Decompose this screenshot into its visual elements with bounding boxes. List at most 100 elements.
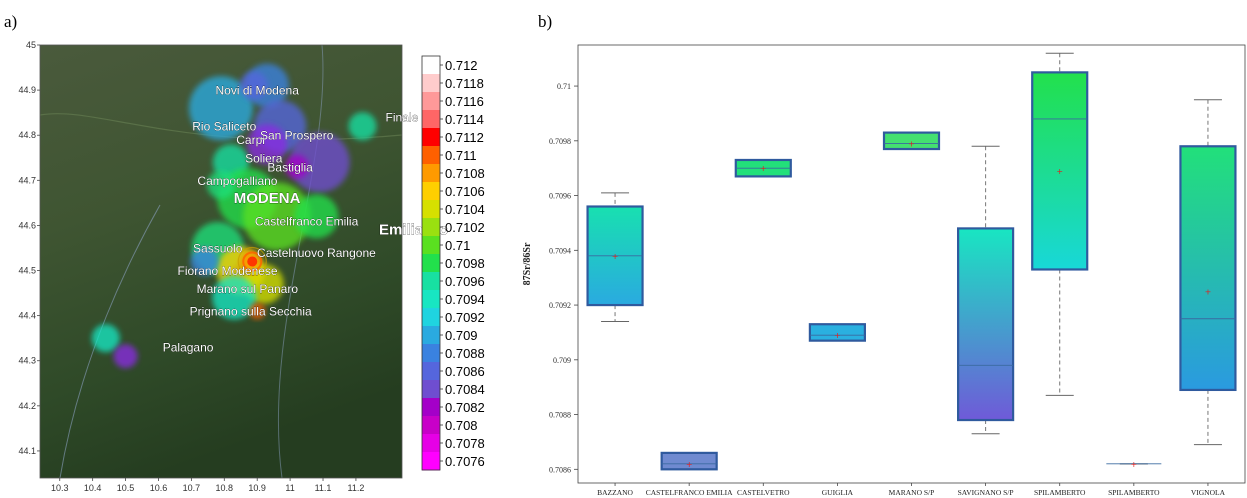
- colorbar-label: 0.7106: [445, 184, 485, 199]
- mean-marker: +: [760, 164, 767, 173]
- category-label: GUIGLIA: [822, 488, 854, 497]
- y-tick-label: 44.8: [18, 130, 36, 140]
- place-label: Soliera: [245, 151, 283, 165]
- x-tick-label: 10.8: [216, 483, 234, 493]
- y-tick-label: 0.7098: [549, 137, 571, 146]
- heatmap-blob: [113, 344, 138, 369]
- y-axis-label: 87Sr/86Sr: [522, 242, 533, 285]
- place-label: Carpi: [236, 133, 265, 147]
- y-tick-label: 44.1: [18, 446, 36, 456]
- colorbar-swatch: [422, 380, 440, 399]
- colorbar-swatch: [422, 416, 440, 435]
- place-label: Novi di Modena: [216, 84, 300, 98]
- colorbar-label: 0.7084: [445, 382, 485, 397]
- mean-marker: +: [908, 140, 915, 149]
- map-boundary: [277, 44, 324, 479]
- colorbar-swatch: [422, 110, 440, 129]
- x-tick-label: 11: [285, 483, 294, 493]
- heatmap-blob: [91, 324, 120, 353]
- colorbar-swatch: [422, 362, 440, 381]
- box: [1031, 71, 1089, 271]
- colorbar-swatch: [422, 182, 440, 201]
- colorbar-label: 0.7078: [445, 436, 485, 451]
- y-tick-label: 45: [26, 40, 36, 50]
- heatmap-hotspot: [247, 256, 258, 267]
- heatmap-blob: [189, 76, 253, 141]
- colorbar-swatch: [422, 308, 440, 327]
- y-tick-label: 0.71: [557, 82, 571, 91]
- box: [882, 131, 941, 151]
- colorbar-label: 0.711: [445, 148, 477, 163]
- category-label: CASTELVETRO: [737, 488, 790, 497]
- map-boundary: [59, 204, 161, 479]
- place-label: Castelnuovo Rangone: [257, 246, 376, 260]
- colorbar-swatch: [422, 254, 440, 273]
- y-tick-label: 0.7088: [549, 411, 571, 420]
- mean-marker: +: [1205, 287, 1212, 296]
- map-frame: [39, 44, 403, 479]
- category-label: VIGNOLA: [1191, 488, 1226, 497]
- x-tick-label: 10.3: [51, 483, 69, 493]
- heatmap-blob: [284, 154, 309, 179]
- heatmap-contour: [242, 251, 263, 272]
- colorbar-label: 0.7112: [445, 130, 484, 145]
- category-label: CASTELFRANCO EMILIA: [646, 488, 733, 497]
- y-tick-label: 0.7086: [549, 465, 571, 474]
- category-label: SPILAMBERTO: [1034, 488, 1086, 497]
- category-label: BAZZANO: [597, 488, 633, 497]
- colorbar-swatch: [422, 398, 440, 417]
- colorbar-swatch: [422, 92, 440, 111]
- colorbar-label: 0.71: [445, 238, 470, 253]
- colorbar-label: 0.708: [445, 418, 478, 433]
- heatmap-blob: [212, 275, 257, 320]
- place-label: Sassuolo: [193, 241, 243, 255]
- y-tick-label: 44.6: [18, 220, 36, 230]
- box: [808, 323, 866, 342]
- y-tick-label: 44.7: [18, 175, 36, 185]
- x-tick-label: 10.4: [84, 483, 102, 493]
- x-tick-label: 10.5: [117, 483, 135, 493]
- category-label: SAVIGNANO S/P: [958, 488, 1014, 497]
- colorbar-swatch: [422, 146, 440, 165]
- box: [660, 451, 718, 471]
- colorbar-label: 0.709: [445, 328, 478, 343]
- heatmap-blob: [294, 194, 339, 239]
- mean-marker: +: [612, 252, 619, 261]
- place-label: Campogalliano: [197, 174, 277, 188]
- colorbar-swatch: [422, 218, 440, 237]
- y-tick-label: 0.7094: [549, 246, 571, 255]
- colorbar-swatch: [422, 290, 440, 309]
- colorbar-swatch: [422, 326, 440, 345]
- y-tick-label: 0.7092: [549, 301, 571, 310]
- colorbar-label: 0.7118: [445, 76, 484, 91]
- colorbar-swatch: [422, 74, 440, 93]
- place-label: Bastiglia: [267, 160, 313, 174]
- heatmap-blob: [239, 71, 268, 100]
- place-label: Fiorano Modenese: [178, 264, 278, 278]
- heatmap-blob: [289, 132, 350, 193]
- x-tick-label: 10.6: [150, 483, 168, 493]
- plot-area: [577, 44, 1246, 484]
- colorbar-swatch: [422, 236, 440, 255]
- heatmap-blob: [190, 247, 219, 276]
- colorbar-label: 0.7098: [445, 256, 485, 271]
- colorbar-label: 0.7114: [445, 112, 484, 127]
- place-label: Castelfranco Emilia: [255, 214, 359, 228]
- place-label: Prignano sulla Secchia: [190, 305, 312, 319]
- heatmap-blob: [247, 124, 288, 165]
- y-tick-label: 0.709: [553, 356, 571, 365]
- y-tick-label: 44.3: [18, 356, 36, 366]
- x-tick-label: 10.7: [183, 483, 201, 493]
- place-label: Marano sul Panaro: [197, 282, 299, 296]
- colorbar-swatch: [422, 164, 440, 183]
- place-label: MODENA: [234, 190, 301, 207]
- mean-marker: +: [1130, 460, 1137, 469]
- y-tick-label: 44.4: [18, 311, 36, 321]
- x-tick-label: 10.9: [248, 483, 266, 493]
- colorbar-label: 0.7096: [445, 274, 485, 289]
- colorbar-label: 0.7086: [445, 364, 485, 379]
- place-label: Rio Saliceto: [192, 120, 256, 134]
- colorbar-swatch: [422, 452, 440, 471]
